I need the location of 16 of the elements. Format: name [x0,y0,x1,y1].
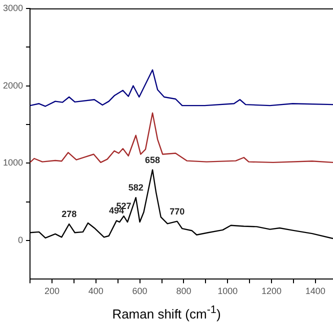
x-tick-label: 400 [88,286,104,296]
y-tick-label: 2000 [2,80,24,90]
y-tick-label: 1000 [2,158,24,168]
x-tick-label: 800 [176,286,192,296]
x-tick-label: 1200 [262,286,282,296]
x-tick-label: 600 [132,286,148,296]
y-tick-label: 3000 [2,2,24,13]
annotation: 770 [170,206,185,216]
annotation: 278 [62,209,77,220]
x-tick-label: 1400 [305,286,326,296]
annotation: 658 [145,154,160,165]
x-tick-label: 200 [44,286,60,296]
annotation: 582 [128,182,144,193]
y-tick-label: 0 [18,235,24,245]
x-axis-title: Raman shift (cm$^{-1}$) [111,304,222,322]
x-tick-label: 1000 [218,286,238,296]
